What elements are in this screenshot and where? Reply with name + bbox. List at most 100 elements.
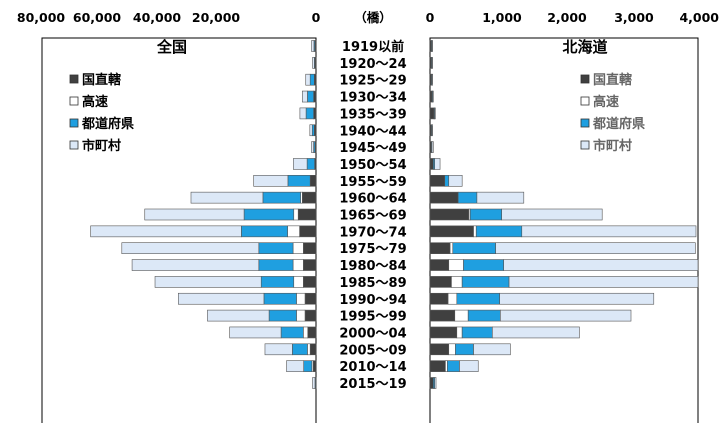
bar-right-kuni: [429, 309, 456, 322]
bar-right-shichoson: [434, 107, 436, 120]
bar-left-kuni: [303, 242, 317, 254]
unit-label: （橋）: [354, 10, 392, 25]
bar-right-todofuken: [461, 276, 510, 288]
bar-left-kosoku: [292, 259, 304, 271]
bar-left-kuni: [301, 191, 317, 204]
bar-right-todofuken: [467, 309, 501, 322]
bar-right-shichoson: [431, 57, 433, 69]
bar-left-kuni: [312, 360, 317, 372]
bar-left-kuni: [297, 208, 317, 221]
bar-left-kuni: [303, 259, 317, 271]
bar-right-kuni: [429, 225, 474, 238]
bar-right-todofuken: [463, 259, 505, 271]
bar-right-todofuken: [475, 225, 523, 238]
bar-left-kosoku: [292, 242, 304, 254]
bar-left-todofuken: [287, 175, 311, 187]
bar-left-shichoson: [190, 191, 264, 204]
bar-right-todofuken: [457, 191, 478, 204]
bar-left-kuni: [313, 90, 317, 103]
bar-left-shichoson: [264, 343, 293, 356]
bar-left-kosoku: [307, 343, 311, 356]
bar-right-shichoson: [521, 225, 697, 238]
bar-right-kuni: [429, 276, 452, 288]
category-label: 1995～99: [339, 310, 406, 325]
bar-right-todofuken: [469, 208, 502, 221]
bar-right-shichoson: [503, 259, 699, 271]
legend-swatch: [69, 140, 79, 150]
legend-label: 都道府県: [81, 116, 134, 132]
bar-left-kosoku: [293, 208, 299, 221]
category-label: 1930～34: [339, 91, 406, 106]
bar-left-kuni: [304, 309, 317, 322]
category-label: 1925～29: [339, 74, 406, 89]
x-tick-label-left: 80,000: [17, 10, 66, 25]
category-label: 1920～24: [339, 57, 406, 72]
bar-right-kosoku: [454, 309, 469, 322]
bar-left-todofuken: [258, 242, 294, 254]
bar-right-kuni: [429, 326, 458, 339]
bar-right-shichoson: [431, 124, 433, 137]
bar-left-kosoku: [287, 225, 300, 238]
bar-right-kosoku: [449, 242, 454, 254]
bar-left-todofuken: [306, 158, 315, 170]
bar-left-kosoku: [293, 276, 304, 288]
bar-right-shichoson: [473, 343, 511, 356]
bar-right-todofuken: [452, 242, 496, 254]
bar-left-kosoku: [296, 309, 306, 322]
bar-left-todofuken: [268, 309, 297, 322]
bar-right-shichoson: [501, 208, 603, 221]
bar-right-kuni: [429, 191, 459, 204]
bar-left-shichoson: [312, 57, 315, 69]
bar-right-kuni: [429, 208, 470, 221]
legend-swatch: [69, 74, 79, 84]
bar-left-todofuken: [260, 276, 295, 288]
bar-left-kosoku: [296, 292, 306, 305]
bar-left-todofuken: [292, 343, 308, 356]
bar-left-kuni: [309, 343, 317, 356]
bar-left-shichoson: [305, 73, 311, 86]
bar-left-kosoku: [303, 326, 309, 339]
legend-label: 都道府県: [592, 116, 645, 132]
bar-right-kosoku: [451, 276, 463, 288]
panel-title-right: 北海道: [562, 38, 607, 56]
bar-left-shichoson: [207, 309, 270, 322]
bar-left-shichoson: [121, 242, 260, 254]
bar-left-kuni: [304, 292, 317, 305]
bar-right-shichoson: [431, 40, 433, 52]
bar-left-shichoson: [293, 158, 308, 170]
bar-right-kosoku: [456, 326, 463, 339]
bar-left-todofuken: [303, 360, 313, 372]
bar-left-shichoson: [229, 326, 282, 339]
bar-right-shichoson: [476, 191, 525, 204]
bar-left-todofuken: [263, 292, 297, 305]
bar-left-kuni: [309, 175, 317, 187]
bar-left-shichoson: [154, 276, 262, 288]
legend-swatch: [580, 118, 590, 128]
legend-label: 国直轄: [82, 72, 121, 88]
bar-left-kuni: [307, 326, 317, 339]
bar-right-kuni: [429, 259, 450, 271]
category-label: 2005～09: [339, 343, 406, 358]
x-tick-label-left: 20,000: [192, 10, 241, 25]
category-label: 1985～89: [339, 276, 406, 291]
category-label: 2010～14: [339, 360, 406, 375]
bar-right-shichoson: [431, 141, 434, 153]
bar-right-shichoson: [508, 276, 699, 288]
legend-label: 国直轄: [593, 72, 632, 88]
legend-swatch: [580, 96, 590, 106]
bar-left-todofuken: [309, 73, 315, 86]
bar-left-shichoson: [312, 377, 316, 389]
category-label: 1980～84: [339, 259, 406, 274]
category-label: 1960～64: [339, 192, 406, 207]
x-tick-label-right: 4,000: [679, 10, 719, 25]
x-tick-label-left: 60,000: [73, 10, 122, 25]
bar-right-kuni: [429, 90, 433, 103]
bar-left-todofuken: [307, 90, 314, 103]
bar-right-kuni: [429, 360, 446, 372]
bar-right-todofuken: [461, 326, 493, 339]
legend-label: 市町村: [593, 138, 632, 154]
legend-swatch: [580, 74, 590, 84]
bar-right-todofuken: [456, 292, 500, 305]
bar-left-shichoson: [90, 225, 242, 238]
